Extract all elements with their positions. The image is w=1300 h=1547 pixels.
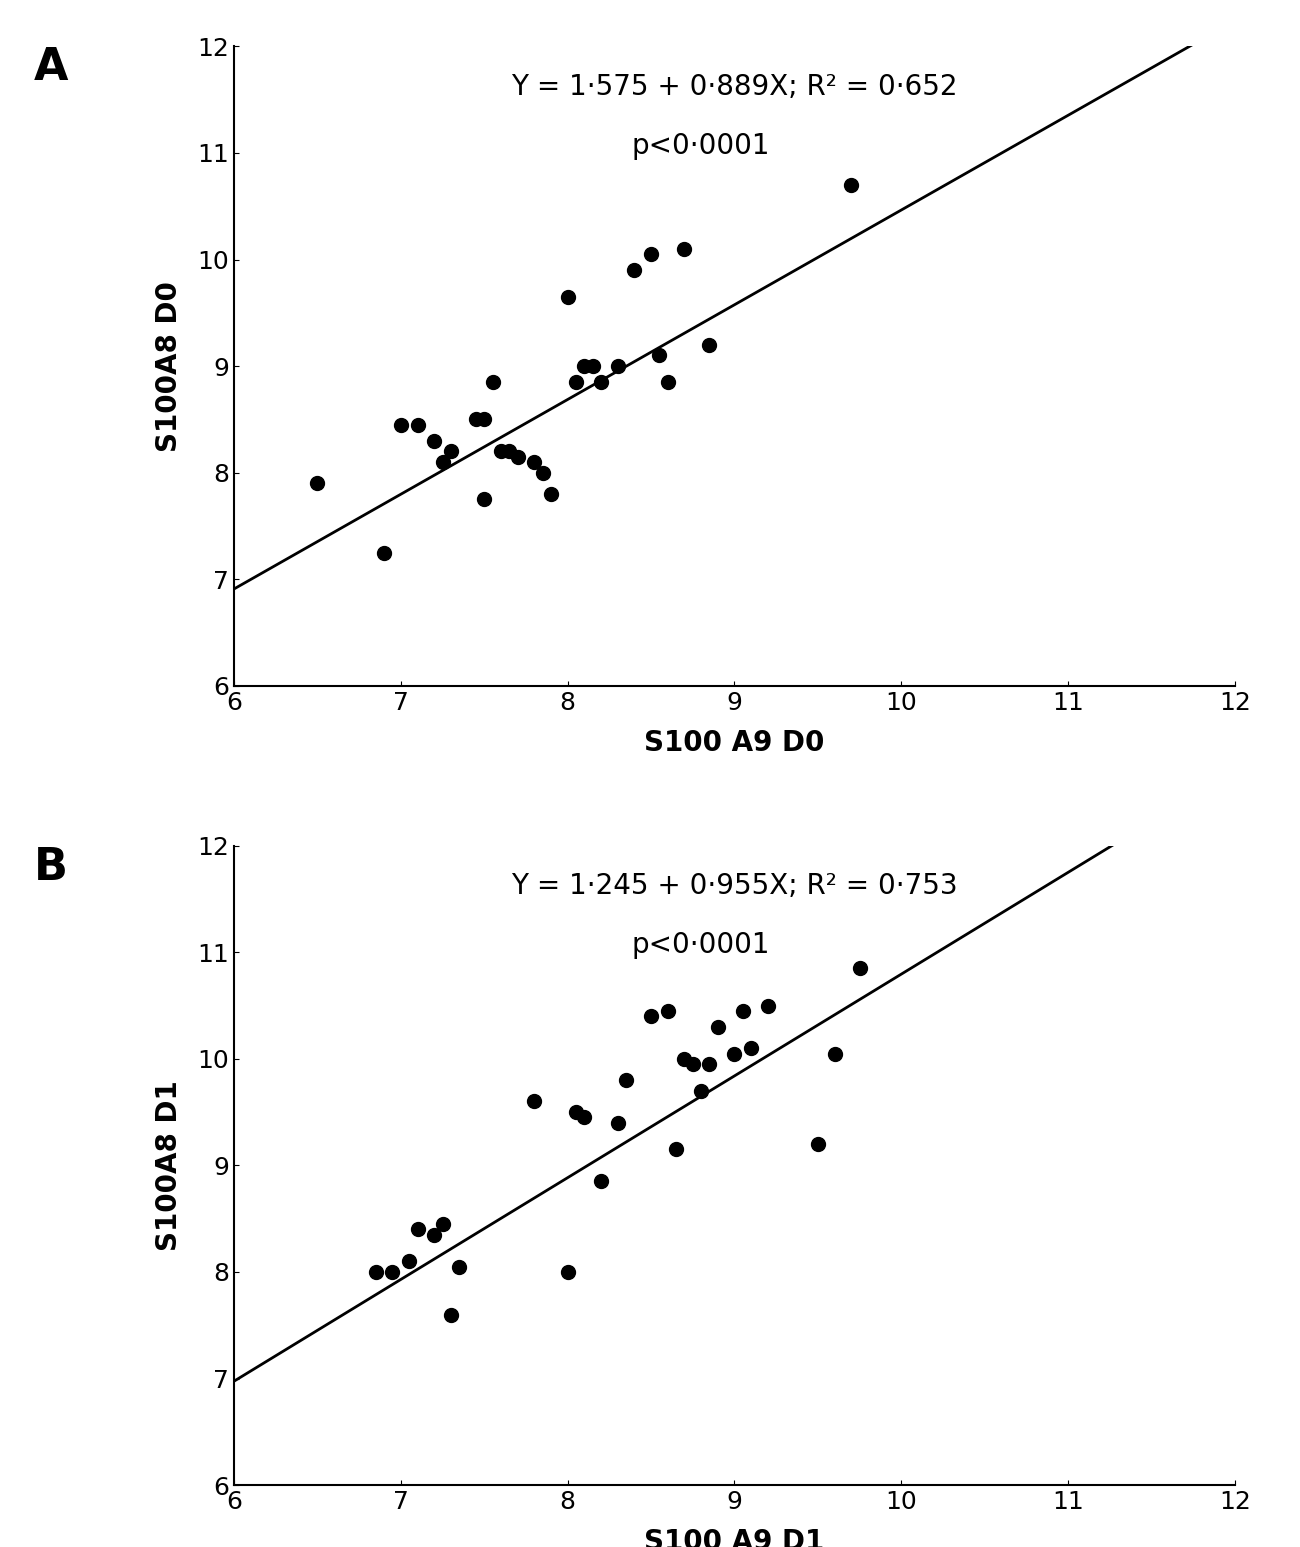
Point [465, 407, 486, 432]
Y-axis label: S100A8 D0: S100A8 D0 [156, 280, 183, 452]
Point [490, 439, 511, 464]
Point [573, 354, 594, 379]
Point [641, 241, 662, 266]
X-axis label: S100 A9 D0: S100 A9 D0 [645, 729, 824, 756]
Point [532, 461, 552, 486]
Point [673, 1046, 694, 1071]
Point [566, 370, 586, 394]
Point [658, 370, 679, 394]
Point [558, 1259, 579, 1284]
Point [524, 1089, 545, 1114]
Point [432, 1211, 452, 1236]
Point [432, 450, 452, 475]
Point [307, 470, 328, 495]
Point [573, 1105, 594, 1129]
Point [407, 413, 428, 438]
Point [699, 1052, 720, 1077]
Text: Y = 1·575 + 0·889X; R² = 0·652: Y = 1·575 + 0·889X; R² = 0·652 [511, 73, 958, 101]
Point [707, 1015, 728, 1040]
Text: A: A [34, 46, 69, 90]
Point [690, 1078, 711, 1103]
Point [732, 998, 753, 1023]
Text: B: B [34, 846, 68, 888]
Point [607, 354, 628, 379]
Point [524, 450, 545, 475]
Point [741, 1036, 762, 1061]
Point [849, 956, 870, 981]
Point [566, 1100, 586, 1125]
Point [758, 993, 779, 1018]
Text: Y = 1·245 + 0·955X; R² = 0·753: Y = 1·245 + 0·955X; R² = 0·753 [511, 873, 958, 900]
Point [473, 407, 494, 432]
Point [558, 285, 579, 309]
Point [373, 540, 394, 565]
Point [590, 1170, 611, 1194]
Point [658, 998, 679, 1023]
Point [399, 1248, 420, 1273]
X-axis label: S100 A9 D1: S100 A9 D1 [645, 1528, 824, 1547]
Point [541, 481, 562, 506]
Point [507, 444, 528, 469]
Point [649, 343, 670, 368]
Point [441, 439, 462, 464]
Point [499, 439, 520, 464]
Point [382, 1259, 403, 1284]
Point [666, 1137, 686, 1162]
Point [699, 333, 720, 357]
Point [448, 1255, 469, 1279]
Point [390, 413, 411, 438]
Text: p<0·0001: p<0·0001 [632, 131, 771, 159]
Y-axis label: S100A8 D1: S100A8 D1 [156, 1080, 183, 1252]
Point [673, 237, 694, 261]
Point [590, 370, 611, 394]
Point [441, 1303, 462, 1327]
Point [407, 1217, 428, 1242]
Point [424, 1222, 445, 1247]
Point [473, 487, 494, 512]
Point [424, 429, 445, 453]
Point [841, 173, 862, 198]
Point [482, 370, 503, 394]
Point [682, 1052, 703, 1077]
Text: p<0·0001: p<0·0001 [632, 931, 771, 959]
Point [724, 1041, 745, 1066]
Point [824, 1041, 845, 1066]
Point [365, 1259, 386, 1284]
Point [582, 354, 603, 379]
Point [616, 1067, 637, 1092]
Point [607, 1111, 628, 1135]
Point [641, 1004, 662, 1029]
Point [807, 1132, 828, 1157]
Point [624, 258, 645, 283]
